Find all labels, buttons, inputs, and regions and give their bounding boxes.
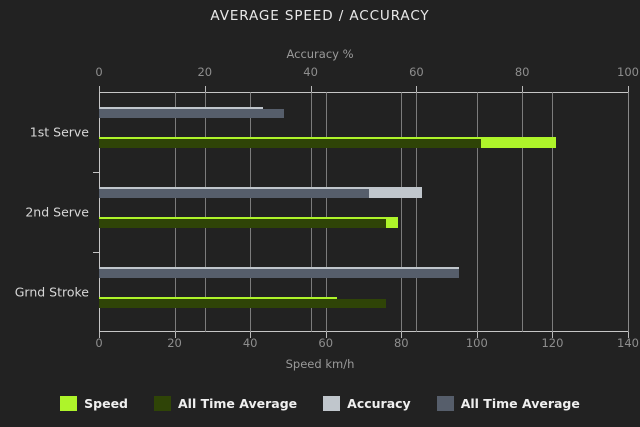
- axis-tick-label: 20: [167, 336, 182, 350]
- legend-label: All Time Average: [460, 396, 580, 411]
- gridline: [174, 92, 176, 332]
- legend-label: All Time Average: [178, 396, 298, 411]
- legend-swatch-icon: [436, 396, 454, 411]
- axis-tick-label: 100: [617, 65, 639, 79]
- axis-tick-mark: [325, 332, 327, 338]
- axis-line-bottom: [99, 331, 628, 332]
- legend-label: Accuracy: [347, 396, 411, 411]
- axis-tick-mark: [174, 332, 176, 338]
- axis-tick-label: 0: [95, 336, 103, 350]
- category-separator: [93, 252, 100, 253]
- gridline: [325, 92, 327, 332]
- axis-tick-label: 0: [95, 65, 103, 79]
- axis-tick-mark: [250, 332, 252, 338]
- top-axis-ticks: 0 20 40 60 80 100: [0, 65, 640, 79]
- legend-label: Speed: [84, 396, 128, 411]
- bar-accuracy-all-time-average: [99, 109, 285, 118]
- gridline: [416, 92, 418, 332]
- gridline: [628, 92, 629, 332]
- axis-tick-mark: [204, 86, 206, 92]
- axis-tick-mark: [310, 86, 312, 92]
- axis-tick-label: 40: [303, 65, 318, 79]
- axis-tick-label: 40: [242, 336, 258, 350]
- legend-item[interactable]: All Time Average: [154, 396, 297, 411]
- gridline: [522, 92, 524, 332]
- axis-tick-label: 60: [318, 336, 334, 350]
- bottom-axis-label: Speed km/h: [285, 357, 355, 371]
- axis-tick-label: 80: [514, 65, 530, 79]
- plot-area: 1st Serve 2nd Serve Grnd Stroke: [15, 86, 629, 338]
- axis-tick-mark: [552, 332, 554, 338]
- axis-tick-mark: [476, 332, 478, 338]
- axis-line-left: [99, 92, 100, 332]
- axis-tick-label: 120: [541, 336, 564, 350]
- category-separator: [93, 172, 100, 173]
- axis-tick-mark: [416, 86, 418, 92]
- axis-tick-mark: [628, 86, 629, 92]
- axis-tick-mark: [99, 332, 100, 338]
- axis-tick-label: 100: [465, 336, 488, 350]
- axis-tick-mark: [401, 332, 403, 338]
- gridline: [250, 92, 252, 332]
- axis-line-top: [99, 92, 628, 93]
- legend-item[interactable]: All Time Average: [436, 396, 580, 411]
- category-label: 2nd Serve: [25, 204, 89, 220]
- legend-swatch-icon: [154, 396, 171, 411]
- axis-tick-label: 60: [409, 65, 424, 79]
- axis-tick-mark: [522, 86, 524, 92]
- category-label: 1st Serve: [29, 124, 89, 140]
- axis-tick-label: 20: [197, 65, 213, 79]
- legend-item[interactable]: Speed: [60, 396, 128, 411]
- gridline: [552, 92, 554, 332]
- legend-swatch-icon: [323, 396, 341, 411]
- bar-speed-all-time-average: [99, 219, 387, 228]
- gridline: [401, 92, 403, 332]
- axis-tick-label: 140: [617, 336, 639, 350]
- gridline: [310, 92, 312, 332]
- bottom-axis-ticks: 0 20 40 60 80 100 120 140: [0, 336, 640, 350]
- bar-accuracy-all-time-average: [99, 269, 459, 278]
- gridline: [476, 92, 478, 332]
- axis-tick-label: 80: [393, 336, 409, 350]
- bar-speed-all-time-average: [99, 139, 481, 148]
- bar-accuracy-all-time-average: [99, 189, 369, 198]
- chart-legend: Speed All Time Average Accuracy All Time Av…: [0, 396, 640, 411]
- legend-swatch-icon: [60, 396, 78, 411]
- chart-title: AVERAGE SPEED / ACCURACY: [210, 8, 430, 24]
- gridline: [204, 92, 206, 332]
- bar-speed-all-time-average: [99, 299, 387, 308]
- top-axis-label: Accuracy %: [286, 47, 354, 61]
- legend-item[interactable]: Accuracy: [323, 396, 411, 411]
- category-label: Grnd Stroke: [14, 284, 89, 300]
- axis-tick-mark: [99, 86, 100, 92]
- axis-tick-mark: [628, 332, 629, 338]
